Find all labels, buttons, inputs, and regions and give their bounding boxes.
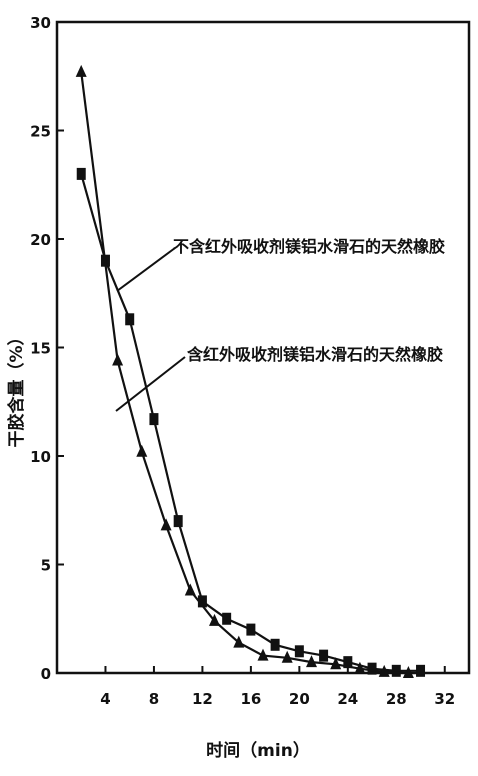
series-1-point-10 (295, 645, 304, 657)
x-tick-label-7: 32 (434, 690, 455, 708)
y-axis: 0 5 10 15 20 25 30 (30, 14, 64, 683)
series-1-point-3 (125, 313, 134, 325)
y-tick-label-5: 25 (30, 123, 51, 141)
series-2-line (81, 72, 408, 673)
series-1-point-4 (149, 413, 158, 425)
y-tick-label-3: 15 (30, 340, 51, 358)
y-tick-label-6: 30 (30, 14, 51, 32)
x-tick-label-1: 8 (149, 690, 159, 708)
y-tick-label-0: 0 (41, 665, 51, 683)
series-2-point-4 (161, 518, 172, 530)
annotation-series-2: 含红外吸收剂镁铝水滑石的天然橡胶 (187, 345, 443, 364)
x-tick-label-3: 16 (240, 690, 261, 708)
series-1-point-9 (271, 639, 280, 651)
series-1-point-5 (174, 515, 183, 527)
y-tick-label-2: 10 (30, 448, 51, 466)
series-1-point-11 (319, 650, 328, 662)
x-tick-label-4: 20 (289, 690, 310, 708)
annotation-series-1: 不含红外吸收剂镁铝水滑石的天然橡胶 (173, 237, 445, 256)
series-2-point-3 (136, 445, 147, 457)
series-1-point-8 (246, 624, 255, 636)
x-tick-label-5: 24 (337, 690, 358, 708)
x-tick-label-2: 12 (192, 690, 213, 708)
x-tick-label-0: 4 (100, 690, 110, 708)
series-1-point-14 (392, 665, 401, 677)
series-2-point-2 (112, 354, 123, 366)
series-1-point-13 (368, 663, 377, 675)
series-layer (76, 65, 425, 678)
series-2-point-7 (233, 636, 244, 648)
annotation-leader-series-1 (117, 248, 175, 291)
y-tick-label-1: 5 (41, 557, 51, 575)
series-1-point-1 (77, 168, 86, 180)
y-axis-title: 干胶含量（%） (6, 328, 27, 447)
series-2-point-5 (185, 584, 196, 596)
x-axis-title: 时间（min） (206, 740, 310, 761)
series-2-point-1 (76, 65, 87, 77)
x-tick-label-6: 28 (386, 690, 407, 708)
y-tick-label-4: 20 (30, 231, 51, 249)
series-1-point-15 (416, 665, 425, 677)
series-1-point-7 (222, 613, 231, 625)
